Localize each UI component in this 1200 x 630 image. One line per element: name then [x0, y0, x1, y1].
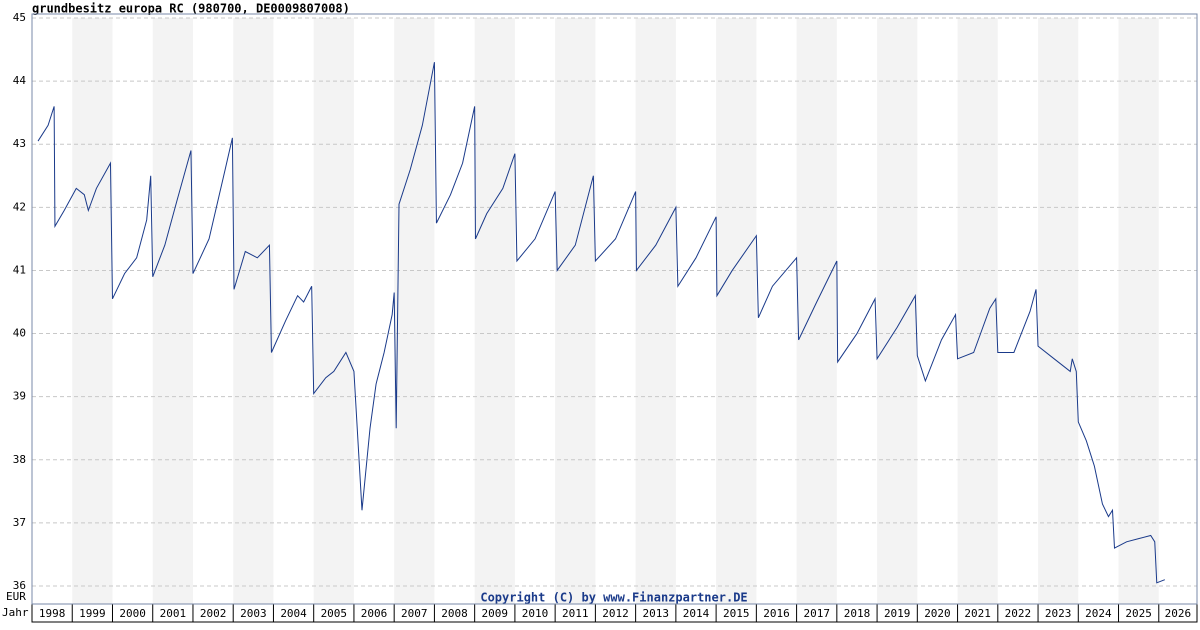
year-band	[796, 18, 837, 604]
x-tick-label: 2010	[522, 607, 549, 620]
y-tick-label: 41	[13, 263, 26, 276]
chart-title: grundbesitz europa RC (980700, DE0009807…	[32, 2, 350, 16]
x-axis-label: Jahr	[2, 606, 29, 619]
y-tick-label: 44	[13, 74, 27, 87]
price-line	[37, 62, 1165, 584]
x-tick-label: 2012	[602, 607, 629, 620]
copyright: Copyright (C) by www.Finanzpartner.DE	[480, 591, 747, 605]
x-tick-label: 2018	[844, 607, 871, 620]
x-tick-label: 1999	[79, 607, 106, 620]
x-tick-label: 2003	[240, 607, 267, 620]
x-tick-label: 2019	[884, 607, 911, 620]
y-tick-label: 43	[13, 137, 26, 150]
x-tick-label: 2021	[964, 607, 991, 620]
year-band	[313, 18, 354, 604]
y-axis-label: EUR	[6, 590, 26, 603]
x-tick-label: 2024	[1085, 607, 1112, 620]
year-band	[152, 18, 193, 604]
year-band	[555, 18, 596, 604]
y-tick-label: 36	[13, 579, 26, 592]
year-band	[233, 18, 274, 604]
year-band	[72, 18, 113, 604]
year-band	[1118, 18, 1159, 604]
year-band	[474, 18, 515, 604]
x-tick-label: 2001	[160, 607, 187, 620]
y-tick-label: 38	[13, 453, 26, 466]
x-tick-label: 1998	[39, 607, 66, 620]
x-tick-label: 2013	[642, 607, 669, 620]
x-tick-label: 2002	[200, 607, 227, 620]
y-tick-label: 42	[13, 200, 26, 213]
y-tick-label: 45	[13, 11, 26, 24]
x-tick-label: 2016	[763, 607, 790, 620]
year-band	[716, 18, 757, 604]
year-band	[635, 18, 676, 604]
year-band	[1038, 18, 1079, 604]
x-tick-label: 2023	[1045, 607, 1072, 620]
year-band	[877, 18, 918, 604]
x-tick-label: 2017	[803, 607, 830, 620]
y-tick-label: 40	[13, 327, 26, 340]
x-tick-label: 2026	[1165, 607, 1192, 620]
x-tick-label: 2009	[482, 607, 509, 620]
y-tick-label: 39	[13, 390, 26, 403]
x-tick-label: 2014	[683, 607, 710, 620]
x-tick-label: 2008	[441, 607, 468, 620]
x-tick-label: 2006	[361, 607, 388, 620]
x-tick-label: 2005	[321, 607, 348, 620]
year-band	[394, 18, 435, 604]
x-tick-label: 2025	[1125, 607, 1152, 620]
x-tick-label: 2020	[924, 607, 951, 620]
plot-frame	[31, 13, 1198, 605]
x-tick-label: 2000	[119, 607, 146, 620]
x-tick-label: 2011	[562, 607, 589, 620]
year-band	[957, 18, 998, 604]
x-tick-label: 2007	[401, 607, 428, 620]
x-tick-label: 2015	[723, 607, 750, 620]
y-tick-label: 37	[13, 516, 26, 529]
x-tick-label: 2022	[1005, 607, 1032, 620]
x-tick-label: 2004	[280, 607, 307, 620]
